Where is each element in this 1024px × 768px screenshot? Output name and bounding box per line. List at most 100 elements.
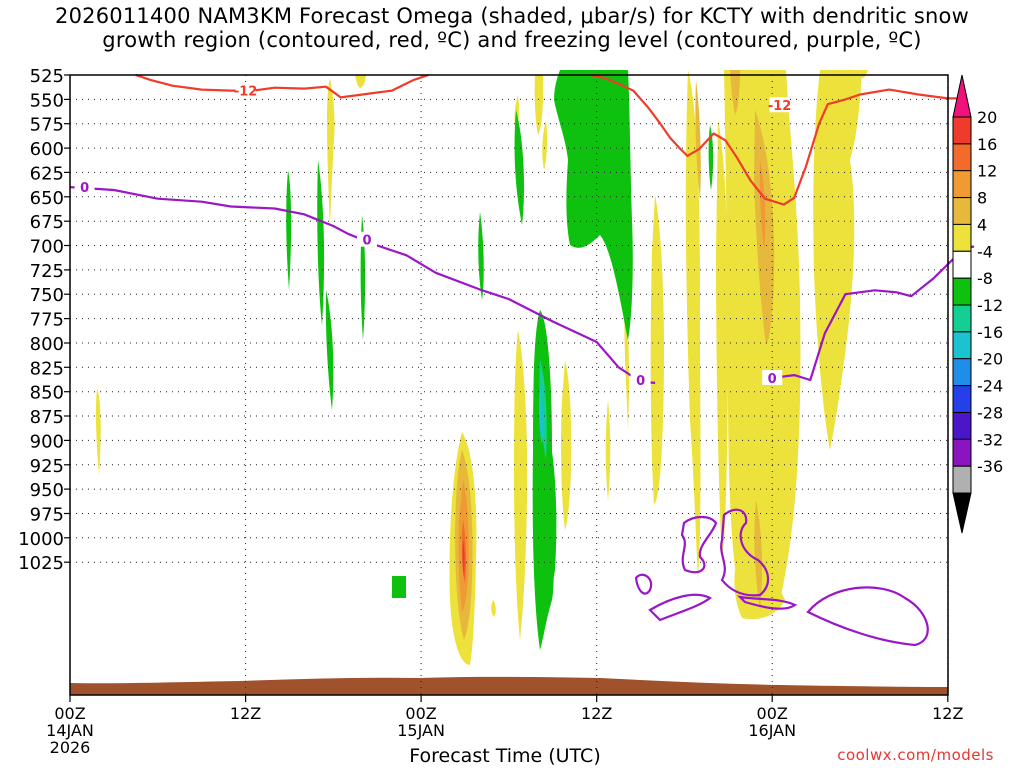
contour-label-bg-1 [769, 97, 790, 113]
omega-shade-36 [554, 70, 633, 340]
contour-label-5: 0 [768, 372, 777, 387]
x-tick-label-24-1: 15JAN [397, 721, 445, 740]
contour-series-1 [590, 73, 963, 206]
x-tick-label-36-0: 12Z [581, 704, 612, 723]
y-tick-label-800: 800 [30, 334, 64, 355]
colorbar-label-10: -24 [977, 377, 1003, 396]
omega-shade-34 [514, 110, 524, 225]
colorbar-label-3: 8 [977, 189, 987, 208]
colorbar-label-1: 16 [977, 135, 997, 154]
y-tick-label-725: 725 [30, 261, 64, 282]
omega-shade-4 [491, 600, 496, 617]
y-tick-label-950: 950 [30, 480, 64, 501]
contour-label-2: 0 [80, 181, 89, 196]
colorbar-segment-6 [952, 250, 972, 279]
x-tick-label-48-1: 16JAN [748, 721, 796, 740]
x-tick-label-24-0: 00Z [405, 704, 436, 723]
x-tick-label-0-2: 2026 [50, 738, 91, 757]
colorbar-label-6: -8 [977, 269, 993, 288]
y-tick-label-1025: 1025 [18, 553, 64, 574]
colorbar-label-11: -28 [977, 404, 1003, 423]
colorbar-label-2: 12 [977, 162, 997, 181]
colorbar-segment-1 [952, 116, 972, 145]
terrain-band [70, 676, 948, 695]
freezing-loop-0 [680, 515, 718, 574]
colorbar-segment-4 [952, 197, 972, 225]
y-tick-label-850: 850 [30, 383, 64, 404]
omega-shade-40 [538, 385, 544, 445]
omega-shade-21 [730, 70, 740, 115]
colorbar-label-13: -36 [977, 457, 1003, 476]
terrain-shade [70, 676, 948, 695]
colorbar-segment-2 [952, 143, 972, 172]
omega-shade-10 [605, 400, 611, 500]
omega-shade-1 [355, 75, 366, 88]
omega-shade-15 [724, 70, 801, 617]
omega-shade-25 [759, 160, 766, 250]
omega-shade-23 [754, 500, 763, 610]
colorbar-segment-14 [952, 465, 972, 494]
y-tick-label-825: 825 [30, 358, 64, 379]
contour-series-2 [69, 186, 656, 384]
contour-label-bg-3 [357, 231, 377, 247]
contour-label-3: 0 [362, 234, 371, 249]
y-tick-label-575: 575 [30, 115, 64, 136]
contour-label-4: 0 [636, 374, 645, 389]
omega-shade-6 [534, 75, 544, 135]
colorbar-segment-5 [952, 223, 972, 252]
freezing-loop-3 [648, 593, 712, 622]
freezing-loop-4 [736, 595, 798, 610]
y-tick-label-625: 625 [30, 163, 64, 184]
contour-label-bg-0 [235, 82, 256, 98]
omega-shade-9 [542, 120, 548, 170]
contour-label-1: -12 [768, 99, 792, 114]
freezing-loop-2 [634, 573, 653, 595]
plot-frame [69, 74, 949, 696]
contour-label-bg-4 [630, 372, 651, 387]
colorbar-top-triangle [952, 74, 972, 118]
colorbar-segment-8 [952, 304, 972, 333]
colorbar-label-0: 20 [977, 108, 997, 127]
omega-shade-14 [716, 120, 729, 560]
y-tick-label-700: 700 [30, 237, 64, 258]
omega-shade-17 [858, 70, 868, 78]
y-tick-label-900: 900 [30, 431, 64, 452]
contour-label-bg-5 [762, 370, 783, 385]
y-tick-label-975: 975 [30, 505, 64, 526]
x-tick-label-0-1: 14JAN [46, 721, 94, 740]
colorbar: 20 16 12 8 4 -4 -8 -12 -16 -20 -24 -28 -32 -36 [952, 74, 1003, 534]
colorbar-segment-7 [952, 277, 972, 306]
contour-series-0 [135, 73, 429, 99]
omega-shading [95, 70, 868, 665]
omega-shade-0 [327, 78, 335, 230]
colorbar-segment-11 [952, 385, 972, 413]
omega-shade-30 [325, 290, 334, 410]
colorbar-label-12: -32 [977, 430, 1003, 449]
x-tick-label-60-0: 12Z [932, 704, 963, 723]
omega-shade-20 [695, 80, 701, 200]
colorbar-label-4: 4 [977, 215, 987, 234]
chart-title-line-2: growth region (contoured, red, ºC) and f… [102, 28, 922, 52]
colorbar-label-5: -4 [977, 242, 993, 261]
freezing-loop-1 [720, 508, 770, 597]
colorbar-label-7: -12 [977, 296, 1003, 315]
y-tick-label-925: 925 [30, 456, 64, 477]
omega-shade-33 [478, 212, 484, 300]
y-tick-label-875: 875 [30, 407, 64, 428]
y-tick-label-750: 750 [30, 285, 64, 306]
freezing-loop-5 [806, 586, 929, 647]
colorbar-label-9: -20 [977, 350, 1003, 369]
colorbar-segment-9 [952, 331, 972, 360]
credit-link[interactable]: coolwx.com/models [837, 746, 994, 764]
y-tick-label-775: 775 [30, 310, 64, 331]
omega-shade-37 [539, 440, 557, 640]
colorbar-segment-13 [952, 438, 972, 467]
omega-shade-13 [685, 70, 701, 580]
y-tick-label-600: 600 [30, 139, 64, 160]
colorbar-segment-3 [952, 170, 972, 199]
y-tick-label-525: 525 [30, 66, 64, 87]
x-tick-label-12-0: 12Z [230, 704, 261, 723]
omega-shade-39 [539, 360, 547, 460]
